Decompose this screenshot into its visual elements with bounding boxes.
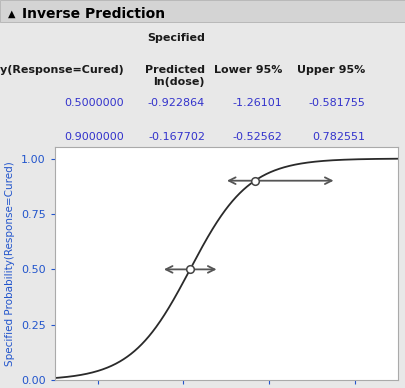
Text: Upper 95%: Upper 95% (296, 66, 364, 75)
Text: 0.5000000: 0.5000000 (64, 98, 124, 108)
Y-axis label: Specified Probability(Response=Cured): Specified Probability(Response=Cured) (5, 161, 15, 366)
Text: Lower 95%: Lower 95% (213, 66, 281, 75)
Text: Probability(Response=Cured): Probability(Response=Cured) (0, 66, 124, 75)
Text: -0.922864: -0.922864 (147, 98, 205, 108)
Text: Inverse Prediction: Inverse Prediction (22, 7, 165, 21)
Text: 0.782551: 0.782551 (311, 132, 364, 142)
Text: 0.9000000: 0.9000000 (64, 132, 124, 142)
Text: -0.52562: -0.52562 (232, 132, 281, 142)
Text: Specified: Specified (147, 33, 205, 43)
Text: ▲: ▲ (8, 9, 15, 19)
Text: -0.581755: -0.581755 (308, 98, 364, 108)
Text: Predicted
ln(dose): Predicted ln(dose) (145, 66, 205, 87)
Text: -0.167702: -0.167702 (148, 132, 205, 142)
Text: -1.26101: -1.26101 (232, 98, 281, 108)
